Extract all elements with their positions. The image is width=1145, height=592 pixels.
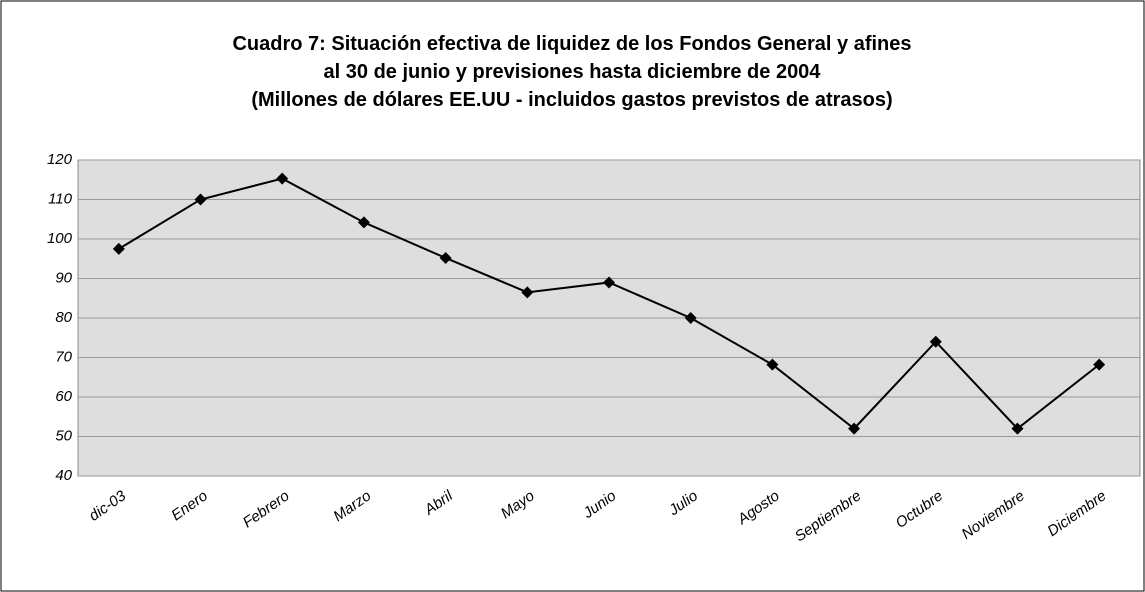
marker [929,335,942,348]
y-tick-label: 80 [55,309,72,326]
marker [357,216,370,229]
chart-title: al 30 de junio y previsiones hasta dicie… [324,61,822,83]
chart-title: (Millones de dólares EE.UU - incluidos g… [251,89,892,111]
marker [848,422,861,435]
y-tick-label: 100 [47,230,73,247]
y-tick-label: 60 [55,388,72,405]
marker [684,312,697,324]
marker [603,276,615,289]
marker [766,358,779,371]
y-tick-label: 120 [47,151,73,168]
marker [112,242,125,255]
marker [1093,358,1106,371]
marker [1011,422,1024,435]
y-tick-label: 70 [55,348,72,365]
marker [439,251,452,264]
marker [276,172,289,185]
marker [194,193,207,206]
y-tick-label: 40 [55,467,72,484]
chart-title: Cuadro 7: Situación efectiva de liquidez… [232,33,911,55]
y-tick-label: 50 [55,427,72,444]
y-tick-label: 110 [48,190,73,207]
y-tick-label: 90 [55,269,72,286]
marker [521,286,534,299]
